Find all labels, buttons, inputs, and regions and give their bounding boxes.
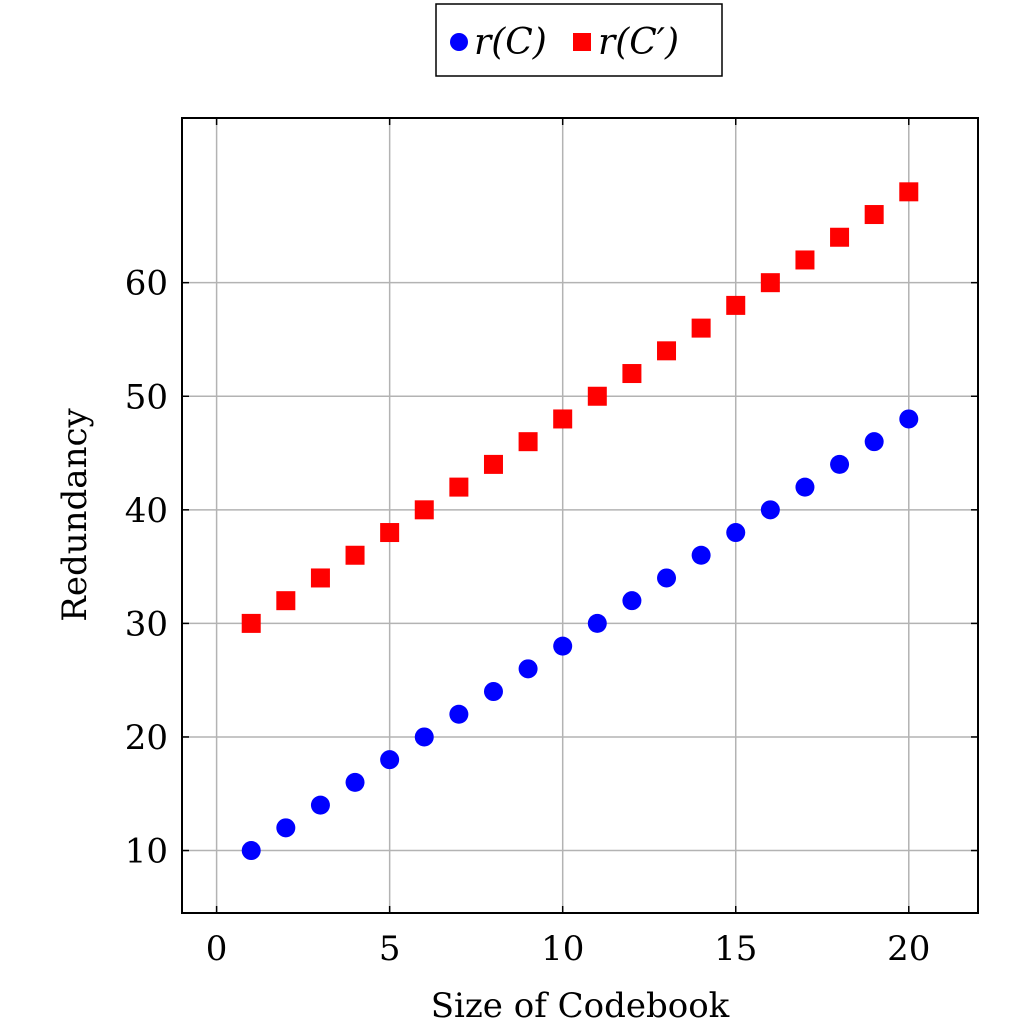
x-tick-label: 10: [541, 929, 584, 969]
x-axis-title: Size of Codebook: [431, 986, 730, 1024]
point-series-1-x-13: [657, 341, 677, 361]
point-series-0-x-7: [449, 704, 469, 724]
grid: [182, 118, 978, 913]
point-series-1-x-15: [726, 295, 746, 315]
point-series-1-x-12: [622, 364, 642, 384]
ticks: 0 5 10 15 20 10 20 30 40 50 60: [125, 118, 978, 969]
x-tick-label: 20: [887, 929, 930, 969]
point-series-0-x-16: [760, 500, 780, 520]
point-series-1-x-11: [587, 386, 607, 406]
point-series-0-x-11: [587, 613, 607, 633]
legend-label-r-c-prime: r(C′): [598, 22, 679, 63]
point-series-1-x-8: [483, 454, 503, 474]
point-series-1-x-1: [241, 613, 261, 633]
y-tick-label: 30: [125, 604, 168, 644]
point-series-0-x-10: [553, 636, 573, 656]
y-tick-label: 10: [125, 832, 168, 872]
x-tick-label: 5: [379, 929, 401, 969]
point-series-0-x-18: [830, 454, 850, 474]
y-tick-label: 60: [125, 264, 168, 304]
x-tick-label: 0: [206, 929, 228, 969]
y-axis-title: Redundancy: [55, 407, 95, 621]
point-series-0-x-2: [276, 818, 296, 838]
point-series-0-x-8: [483, 682, 503, 702]
point-series-1-x-19: [864, 205, 884, 225]
point-series-1-x-6: [414, 500, 434, 520]
point-series-1-x-5: [380, 523, 400, 543]
legend: r(C) r(C′): [435, 3, 723, 77]
point-series-1-x-18: [830, 227, 850, 247]
y-tick-label: 40: [125, 491, 168, 531]
point-series-0-x-9: [518, 659, 538, 679]
point-series-1-x-20: [899, 182, 919, 202]
point-series-0-x-17: [795, 477, 815, 497]
point-series-0-x-6: [414, 727, 434, 747]
point-series-1-x-9: [518, 432, 538, 452]
point-series-0-x-3: [310, 795, 330, 815]
point-series-0-x-1: [241, 841, 261, 861]
data-marks: [241, 182, 919, 861]
y-tick-label: 20: [125, 718, 168, 758]
legend-marker-r-c-prime: [573, 33, 591, 51]
point-series-0-x-14: [691, 545, 711, 565]
point-series-1-x-7: [449, 477, 469, 497]
point-series-1-x-10: [553, 409, 573, 429]
point-series-1-x-3: [310, 568, 330, 588]
y-tick-label: 50: [125, 377, 168, 417]
point-series-1-x-4: [345, 545, 365, 565]
plot-frame: [181, 117, 979, 914]
point-series-0-x-13: [657, 568, 677, 588]
point-series-0-x-15: [726, 523, 746, 543]
x-tick-label: 15: [714, 929, 757, 969]
point-series-0-x-20: [899, 409, 919, 429]
point-series-1-x-14: [691, 318, 711, 338]
point-series-1-x-16: [760, 273, 780, 293]
point-series-1-x-17: [795, 250, 815, 270]
legend-marker-r-c: [450, 33, 468, 51]
point-series-0-x-12: [622, 591, 642, 611]
legend-label-r-c: r(C): [474, 22, 547, 63]
point-series-0-x-19: [864, 432, 884, 452]
point-series-1-x-2: [276, 591, 296, 611]
point-series-0-x-5: [380, 750, 400, 770]
point-series-0-x-4: [345, 772, 365, 792]
